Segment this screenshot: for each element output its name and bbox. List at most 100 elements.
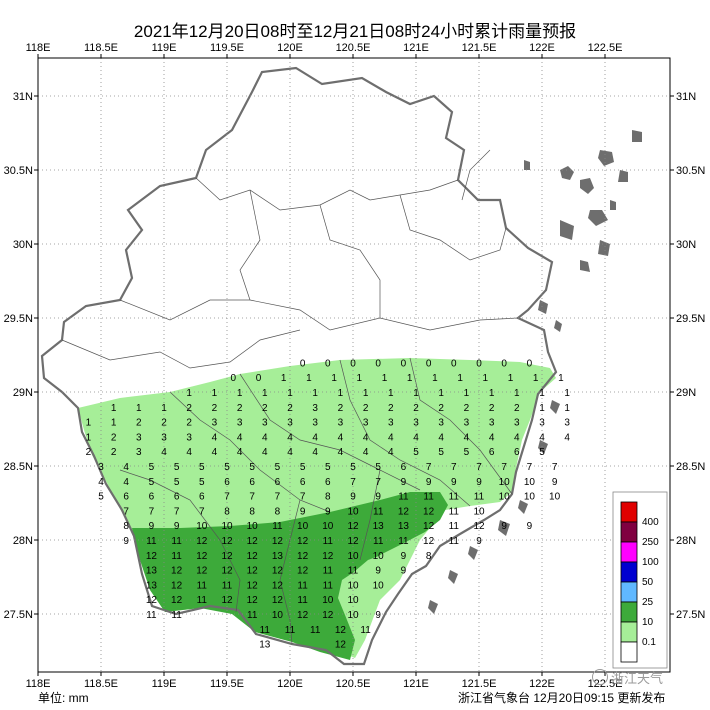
tick-label-lat-left: 30N [13, 239, 33, 251]
station-value: 12 [297, 610, 309, 621]
station-value: 11 [260, 625, 271, 636]
station-value: 11 [272, 521, 283, 532]
station-value: 2 [413, 403, 419, 414]
tick-label-lat-left: 28N [13, 535, 33, 547]
station-value: 0 [527, 358, 533, 369]
station-value: 12 [221, 595, 233, 606]
station-value: 2 [237, 403, 243, 414]
station-value: 1 [338, 388, 344, 399]
tick-label-lon-top: 119E [152, 42, 177, 54]
station-value: 3 [212, 418, 218, 429]
legend: 400 250 100 50 25 10 0.1 [612, 491, 668, 669]
station-value: 2 [186, 403, 192, 414]
legend-swatch [620, 601, 638, 623]
station-value: 12 [423, 506, 435, 517]
station-value: 12 [297, 551, 309, 562]
station-value: 12 [196, 551, 208, 562]
station-value: 1 [483, 373, 489, 384]
station-value: 4 [388, 447, 394, 458]
station-value: 4 [539, 432, 545, 443]
tick-label-lat-left: 30.5N [4, 165, 33, 177]
station-value: 7 [527, 462, 533, 473]
station-value: 1 [262, 388, 268, 399]
station-value: 12 [171, 566, 183, 577]
station-value: 3 [438, 418, 444, 429]
station-value: 12 [146, 595, 158, 606]
tick-label-lon-bottom: 119E [152, 678, 177, 690]
station-value: 3 [338, 418, 344, 429]
station-value: 1 [306, 373, 312, 384]
station-value: 2 [262, 403, 268, 414]
station-value: 4 [388, 432, 394, 443]
station-value: 11 [197, 580, 208, 591]
station-value: 2 [438, 403, 444, 414]
legend-label: 100 [642, 557, 659, 568]
station-value: 1 [136, 403, 142, 414]
station-value: 4 [312, 447, 318, 458]
tick-label-lat-left: 31N [13, 91, 33, 103]
station-value: 4 [186, 447, 192, 458]
station-value: 8 [325, 492, 331, 503]
station-value: 12 [247, 580, 259, 591]
station-value: 8 [249, 506, 255, 517]
station-value: 1 [558, 373, 564, 384]
station-value: 3 [287, 418, 293, 429]
station-value: 5 [350, 462, 356, 473]
tick-label-lat-left: 28.5N [4, 461, 33, 473]
station-value: 6 [149, 492, 155, 503]
unit-label: 单位: mm [38, 691, 89, 705]
station-value: 6 [300, 477, 306, 488]
station-value: 1 [331, 373, 337, 384]
tick-label-lat-right: 28N [676, 535, 696, 547]
station-value: 11 [297, 595, 308, 606]
station-value: 13 [146, 580, 158, 591]
station-value: 4 [438, 432, 444, 443]
station-value: 4 [363, 447, 369, 458]
station-value: 11 [474, 492, 485, 503]
issuer-label: 浙江省气象台 12月20日09:15 更新发布 [458, 691, 666, 705]
station-value: 11 [360, 625, 371, 636]
station-value: 4 [514, 432, 520, 443]
station-value: 1 [237, 388, 243, 399]
station-value: 9 [401, 477, 407, 488]
wechat-icon [592, 669, 608, 685]
station-value: 4 [98, 477, 104, 488]
station-value: 12 [272, 580, 284, 591]
station-value: 12 [171, 580, 183, 591]
station-values: 0 0 0 0 0 0 0 0 0 00 0 1 1 1 1 1 1 1 1 1 1 1 11 1 1 1 1 1 1 1 1 1 1 1 1 1 1 1… [86, 358, 571, 650]
station-value: 12 [473, 521, 485, 532]
station-value: 10 [347, 580, 359, 591]
station-value: 9 [451, 477, 457, 488]
station-value: 12 [221, 551, 233, 562]
station-value: 11 [146, 610, 157, 621]
station-value: 3 [136, 432, 142, 443]
tick-label-lon-top: 120E [277, 42, 303, 54]
station-value: 9 [401, 551, 407, 562]
station-value: 4 [363, 432, 369, 443]
station-value: 2 [136, 418, 142, 429]
station-value: 3 [539, 418, 545, 429]
station-value: 1 [432, 373, 438, 384]
station-value: 9 [375, 566, 381, 577]
station-value: 5 [199, 477, 205, 488]
station-value: 1 [388, 388, 394, 399]
legend-swatch [620, 641, 638, 663]
tick-label-lat-left: 27.5N [4, 609, 33, 621]
station-value: 9 [426, 477, 432, 488]
station-value: 0 [375, 358, 381, 369]
station-value: 9 [174, 521, 180, 532]
tick-label-lat-right: 27.5N [676, 609, 705, 621]
station-value: 7 [275, 492, 281, 503]
station-value: 2 [212, 403, 218, 414]
station-value: 8 [426, 551, 432, 562]
station-value: 6 [325, 477, 331, 488]
station-value: 3 [312, 403, 318, 414]
station-value: 2 [464, 403, 470, 414]
station-value: 12 [247, 595, 259, 606]
station-value: 3 [489, 418, 495, 429]
station-value: 5 [149, 477, 155, 488]
station-value: 6 [489, 447, 495, 458]
station-value: 7 [174, 506, 180, 517]
station-value: 4 [287, 447, 293, 458]
station-value: 2 [514, 403, 520, 414]
